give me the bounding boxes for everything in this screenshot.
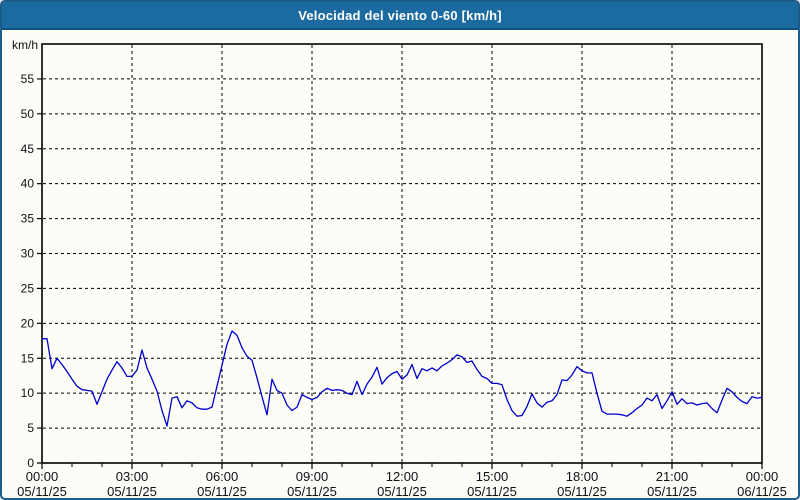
x-tick-date-label: 05/11/25: [647, 484, 697, 499]
x-tick-time-label: 00:00: [746, 469, 779, 484]
y-tick-label: 45: [21, 142, 35, 156]
y-tick-label: 35: [21, 212, 35, 226]
y-tick-label: 15: [21, 351, 35, 365]
x-tick-time-label: 12:00: [386, 469, 419, 484]
y-tick-label: 55: [21, 72, 35, 86]
y-axis-unit-label: km/h: [12, 38, 38, 52]
y-tick-label: 0: [27, 456, 34, 470]
x-tick-date-label: 05/11/25: [557, 484, 607, 499]
page-title: Velocidad del viento 0-60 [km/h]: [298, 7, 502, 23]
x-tick-date-label: 05/11/25: [107, 484, 157, 499]
x-tick-date-label: 05/11/25: [197, 484, 247, 499]
wind-speed-line: [41, 330, 763, 427]
y-tick-label: 5: [27, 421, 34, 435]
x-tick-date-label: 06/11/25: [737, 484, 787, 499]
x-tick-time-label: 06:00: [206, 469, 239, 484]
x-tick-date-label: 05/11/25: [467, 484, 517, 499]
x-tick-time-label: 00:00: [26, 469, 59, 484]
x-tick-time-label: 03:00: [116, 469, 149, 484]
y-tick-label: 10: [21, 386, 35, 400]
x-tick-date-label: 05/11/25: [287, 484, 337, 499]
x-tick-time-label: 09:00: [296, 469, 329, 484]
title-bar: Velocidad del viento 0-60 [km/h]: [2, 2, 798, 30]
y-tick-label: 50: [21, 107, 35, 121]
y-tick-label: 30: [21, 247, 35, 261]
x-tick-time-label: 18:00: [566, 469, 599, 484]
x-tick-date-label: 05/11/25: [377, 484, 427, 499]
y-tick-label: 25: [21, 281, 35, 295]
y-tick-label: 20: [21, 316, 35, 330]
x-tick-time-label: 21:00: [656, 469, 689, 484]
x-tick-date-label: 05/11/25: [17, 484, 67, 499]
y-tick-label: 40: [21, 177, 35, 191]
x-tick-time-label: 15:00: [476, 469, 509, 484]
